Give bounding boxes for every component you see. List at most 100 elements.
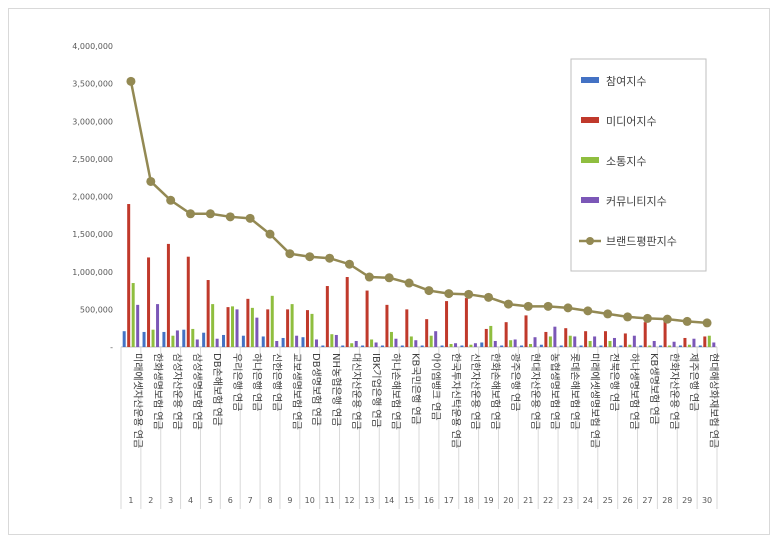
line-point (603, 309, 613, 319)
line-point (285, 249, 295, 259)
x-tick-label: KB국민은행 연금 (410, 353, 422, 425)
bar (434, 331, 438, 347)
x-tick-label: IBK기업은행 연금 (370, 353, 383, 428)
legend-marker (586, 237, 594, 245)
x-rank-label: 24 (583, 496, 593, 505)
line-point (662, 314, 672, 324)
bar (147, 257, 151, 347)
x-rank-label: 15 (404, 496, 414, 505)
bar (186, 256, 190, 347)
x-tick-label: 롯데손해보험 연금 (569, 353, 582, 430)
y-tick-label: 2,000,000 (72, 193, 113, 202)
x-tick-label: 미래에셋생명보험 연금 (588, 353, 600, 448)
y-tick-label: 3,000,000 (72, 117, 113, 126)
bar (162, 331, 166, 347)
x-tick-label: 전북은행 연금 (608, 353, 620, 411)
bar (195, 339, 199, 347)
bar (290, 304, 294, 347)
line-point (126, 76, 136, 86)
bar (211, 304, 215, 347)
x-tick-label: NH농협은행 연금 (330, 353, 343, 426)
bar (261, 336, 265, 347)
x-rank-label: 12 (344, 496, 354, 505)
x-tick-label: 광주은행 연금 (509, 353, 521, 411)
y-tick-label: 1,000,000 (72, 268, 113, 277)
bar (250, 307, 254, 347)
x-tick-label: 현대자산운용 연금 (529, 353, 541, 430)
bar (255, 317, 259, 347)
bar (409, 336, 413, 347)
bar (648, 345, 652, 347)
line-series (126, 76, 712, 328)
bar (241, 335, 245, 347)
line-point (642, 313, 652, 323)
line-point (265, 229, 275, 239)
bar (564, 328, 568, 347)
bar (222, 334, 226, 347)
bar (449, 343, 453, 347)
line-point (205, 209, 215, 219)
x-tick-label: 삼성생명보험 연금 (191, 353, 203, 430)
x-rank-label: 30 (702, 496, 712, 505)
bar (354, 340, 358, 347)
bar (692, 338, 696, 347)
x-tick-label: 한화생명보험 연금 (151, 353, 163, 430)
bar (489, 325, 493, 347)
bar (588, 340, 592, 347)
line-point (444, 289, 454, 299)
bar (559, 345, 563, 347)
x-tick-label: 대신자산운용 연금 (350, 353, 362, 430)
x-rank-label: 20 (503, 496, 513, 505)
x-rank-label: 21 (523, 496, 533, 505)
bar (281, 337, 285, 347)
bar (321, 345, 325, 347)
line-point (464, 289, 474, 299)
x-tick-label: 하나은행 연금 (251, 353, 264, 411)
line-point (325, 253, 335, 263)
x-rank-label: 18 (464, 496, 474, 505)
bar (703, 336, 707, 347)
bar (334, 334, 338, 347)
y-tick-label: 500,000 (80, 305, 113, 314)
bar (142, 331, 146, 347)
bar (202, 332, 206, 347)
y-tick-label: 4,000,000 (72, 42, 113, 51)
bar (484, 328, 488, 347)
bar (266, 309, 270, 347)
bar (548, 336, 552, 347)
line-point (682, 316, 692, 326)
legend-swatch (581, 197, 599, 203)
bar (678, 345, 682, 347)
bar (500, 345, 504, 347)
x-rank-label: 10 (305, 496, 315, 505)
bar (504, 322, 508, 347)
bar (295, 335, 299, 347)
x-tick-label: DB생명보험 연금 (310, 353, 322, 426)
bar-marks (122, 204, 716, 347)
bar (182, 329, 186, 347)
legend-label: 커뮤니티지수 (606, 195, 667, 208)
line-point (523, 301, 533, 311)
line-point (344, 259, 354, 269)
bar (405, 309, 409, 347)
bar (314, 339, 318, 347)
line-point (186, 209, 196, 219)
bar (593, 336, 597, 347)
y-axis: - 500,000 1,000,000 1,500,000 2,000,000 2,500… (72, 42, 113, 352)
bar (206, 280, 210, 347)
bar (639, 345, 643, 347)
line-point (225, 212, 235, 222)
bar (341, 345, 345, 347)
bar (156, 304, 160, 347)
bar (166, 243, 170, 347)
bar (612, 337, 616, 347)
bar (632, 335, 636, 347)
bar (380, 345, 384, 347)
bar (365, 290, 369, 347)
x-tick-label: 교보생명보험 연금 (290, 353, 302, 430)
bar (513, 339, 517, 347)
line-point (305, 252, 315, 262)
x-rank-label: 6 (228, 496, 233, 505)
line-point (424, 286, 434, 296)
